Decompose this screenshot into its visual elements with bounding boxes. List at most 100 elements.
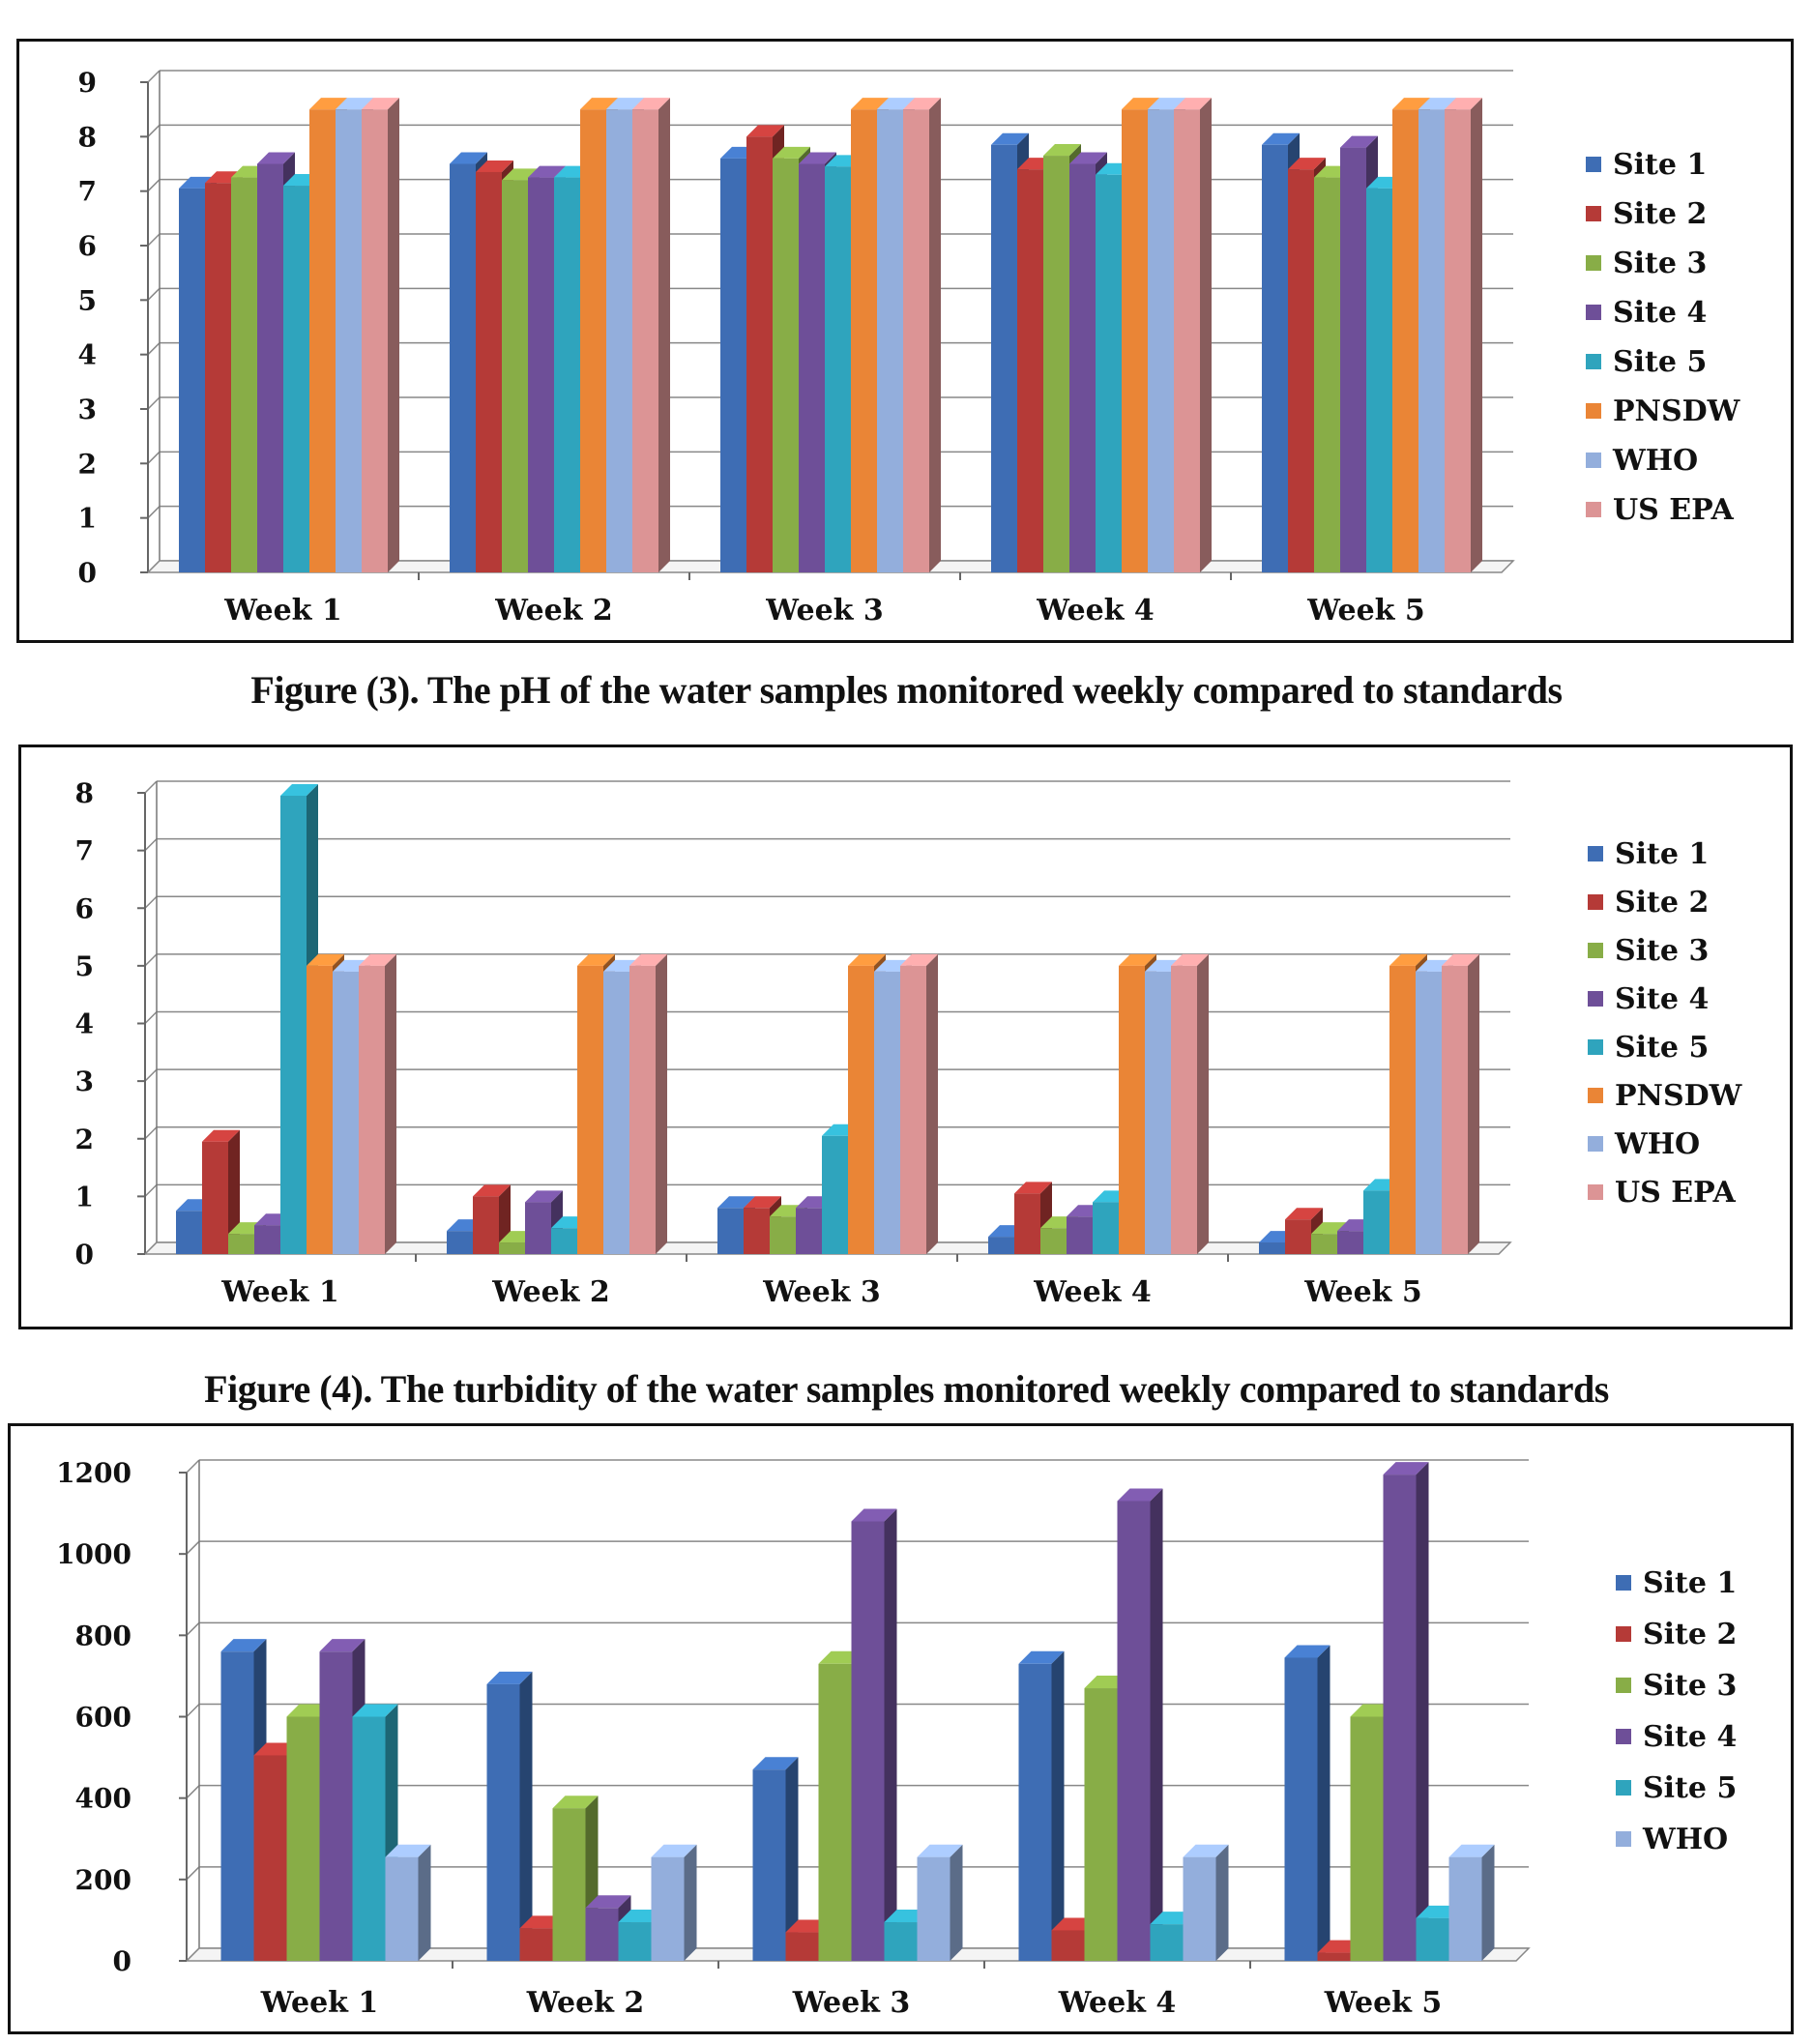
bar-front — [1363, 1190, 1389, 1254]
bar-front — [825, 166, 851, 573]
legend-label-site-3: Site 3 — [1643, 1669, 1737, 1703]
bar-us-epa-week-5 — [1442, 953, 1479, 1254]
bar-front — [629, 965, 656, 1254]
bar-side — [418, 1844, 431, 1961]
bar-front — [1311, 1234, 1337, 1254]
bar-top — [352, 1704, 398, 1717]
bar-front — [1018, 1663, 1052, 1961]
bar-side — [926, 953, 938, 1254]
bar-front — [603, 971, 629, 1254]
bar-top — [1284, 1645, 1331, 1658]
bar-front — [486, 1683, 520, 1961]
gridline-side — [186, 1459, 200, 1474]
bar-front — [519, 1928, 553, 1961]
bar-front — [874, 971, 900, 1254]
bar-top — [917, 1844, 963, 1857]
gridline-side — [147, 233, 161, 247]
bar-top — [877, 98, 915, 110]
legend-label-who: WHO — [1642, 1823, 1728, 1856]
bar-front — [450, 163, 476, 572]
bar-top — [1383, 1462, 1429, 1475]
bar-top — [473, 1184, 511, 1197]
gridline-side — [186, 1621, 200, 1636]
bar-front — [202, 1141, 228, 1254]
y-tick-label: 4 — [75, 1008, 94, 1040]
bar-front — [333, 971, 359, 1254]
y-tick-label: 0 — [75, 1239, 94, 1270]
bar-top — [1340, 135, 1378, 148]
x-tick-label: Week 2 — [491, 1275, 610, 1309]
x-tick-label: Week 4 — [1058, 1986, 1177, 2020]
y-tick-label: 6 — [78, 230, 97, 262]
legend-label-site-2: Site 2 — [1615, 886, 1709, 920]
bar-top — [257, 152, 295, 164]
y-tick-label: 7 — [78, 176, 97, 208]
legend-swatch-site-5 — [1616, 1780, 1631, 1796]
bar-site-1-week-3 — [752, 1757, 799, 1961]
bar-top — [851, 1508, 897, 1522]
bar-side — [1317, 1645, 1331, 1961]
y-tick-label: 6 — [75, 892, 94, 924]
bar-us-epa-week-2 — [629, 953, 667, 1254]
bar-front — [1448, 1856, 1482, 1961]
gridline-side — [144, 1010, 158, 1025]
legend-swatch-site-4 — [1588, 991, 1603, 1007]
bar-top — [1448, 1844, 1495, 1857]
figure-4-caption: Figure (4). The turbidity of the water s… — [204, 1367, 1609, 1411]
bar-side — [1197, 953, 1209, 1254]
x-tick-label: Week 5 — [1306, 594, 1425, 628]
y-tick-label: 8 — [75, 777, 94, 809]
ph-chart: 0 1 2 3 4 5 6 7 8 9 Week 1 Week 2 Week 3 Week 4 Week 5… — [78, 67, 1741, 628]
bar-top — [1043, 144, 1081, 157]
bar-front — [1389, 965, 1416, 1254]
bar-front — [903, 109, 929, 573]
bar-front — [1014, 1193, 1040, 1254]
gridline-side — [147, 506, 161, 519]
bar-front — [220, 1651, 254, 1961]
third-chart-frame: 0 200 400 600 800 1000 1200 Week 1 Week 2 Week 3 W… — [8, 1423, 1794, 2034]
bar-us-epa-week-3 — [903, 98, 941, 573]
legend-swatch-site-1 — [1616, 1575, 1631, 1591]
bar-side — [785, 1757, 799, 1961]
legend-label-site-3: Site 3 — [1615, 934, 1709, 968]
figure-3-caption: Figure (3). The pH of the water samples … — [250, 668, 1563, 712]
bar-top — [577, 953, 615, 966]
y-tick-label: 400 — [75, 1783, 132, 1815]
bar-who-week-5 — [1448, 1844, 1495, 1961]
bar-front — [309, 109, 336, 573]
legend-label-site-5: Site 5 — [1643, 1771, 1737, 1805]
bar-top — [1117, 1488, 1163, 1502]
legend-swatch-site-5 — [1586, 354, 1601, 369]
bar-front — [1093, 1202, 1119, 1254]
bar-site-1-week-5 — [1284, 1645, 1331, 1961]
bar-top — [1445, 98, 1482, 110]
bar-front — [286, 1716, 320, 1961]
bar-top — [476, 160, 513, 172]
bar-front — [1442, 965, 1468, 1254]
legend-label-site-2: Site 2 — [1643, 1618, 1737, 1651]
x-tick-label: Week 2 — [494, 594, 613, 628]
bar-front — [176, 1211, 202, 1254]
y-tick-label: 5 — [78, 284, 97, 316]
bar-front — [1117, 1501, 1151, 1961]
bar-front — [1418, 109, 1445, 573]
bar-front — [280, 795, 307, 1254]
bar-top — [773, 146, 810, 159]
bar-front — [307, 965, 333, 1254]
y-tick-label: 2 — [75, 1124, 94, 1155]
bar-front — [1383, 1475, 1417, 1961]
turbidity-chart-frame: 0 1 2 3 4 5 6 7 8 Week 1 Week 2 Week 3 Week 4 Week 5 S… — [18, 745, 1793, 1329]
bar-front — [744, 1208, 770, 1254]
bar-front — [796, 1208, 822, 1254]
bar-front — [1171, 965, 1197, 1254]
bar-top — [851, 98, 889, 110]
turbidity-chart: 0 1 2 3 4 5 6 7 8 Week 1 Week 2 Week 3 Week 4 Week 5 S… — [75, 777, 1743, 1309]
gridline-side — [144, 1068, 158, 1082]
bar-front — [606, 109, 632, 573]
bar-side — [1481, 1844, 1495, 1961]
bar-top — [220, 1639, 267, 1652]
bar-side — [519, 1671, 533, 1961]
legend-swatch-site-3 — [1588, 943, 1603, 958]
x-tick-label: Week 1 — [220, 1275, 339, 1309]
bar-top — [362, 98, 399, 110]
